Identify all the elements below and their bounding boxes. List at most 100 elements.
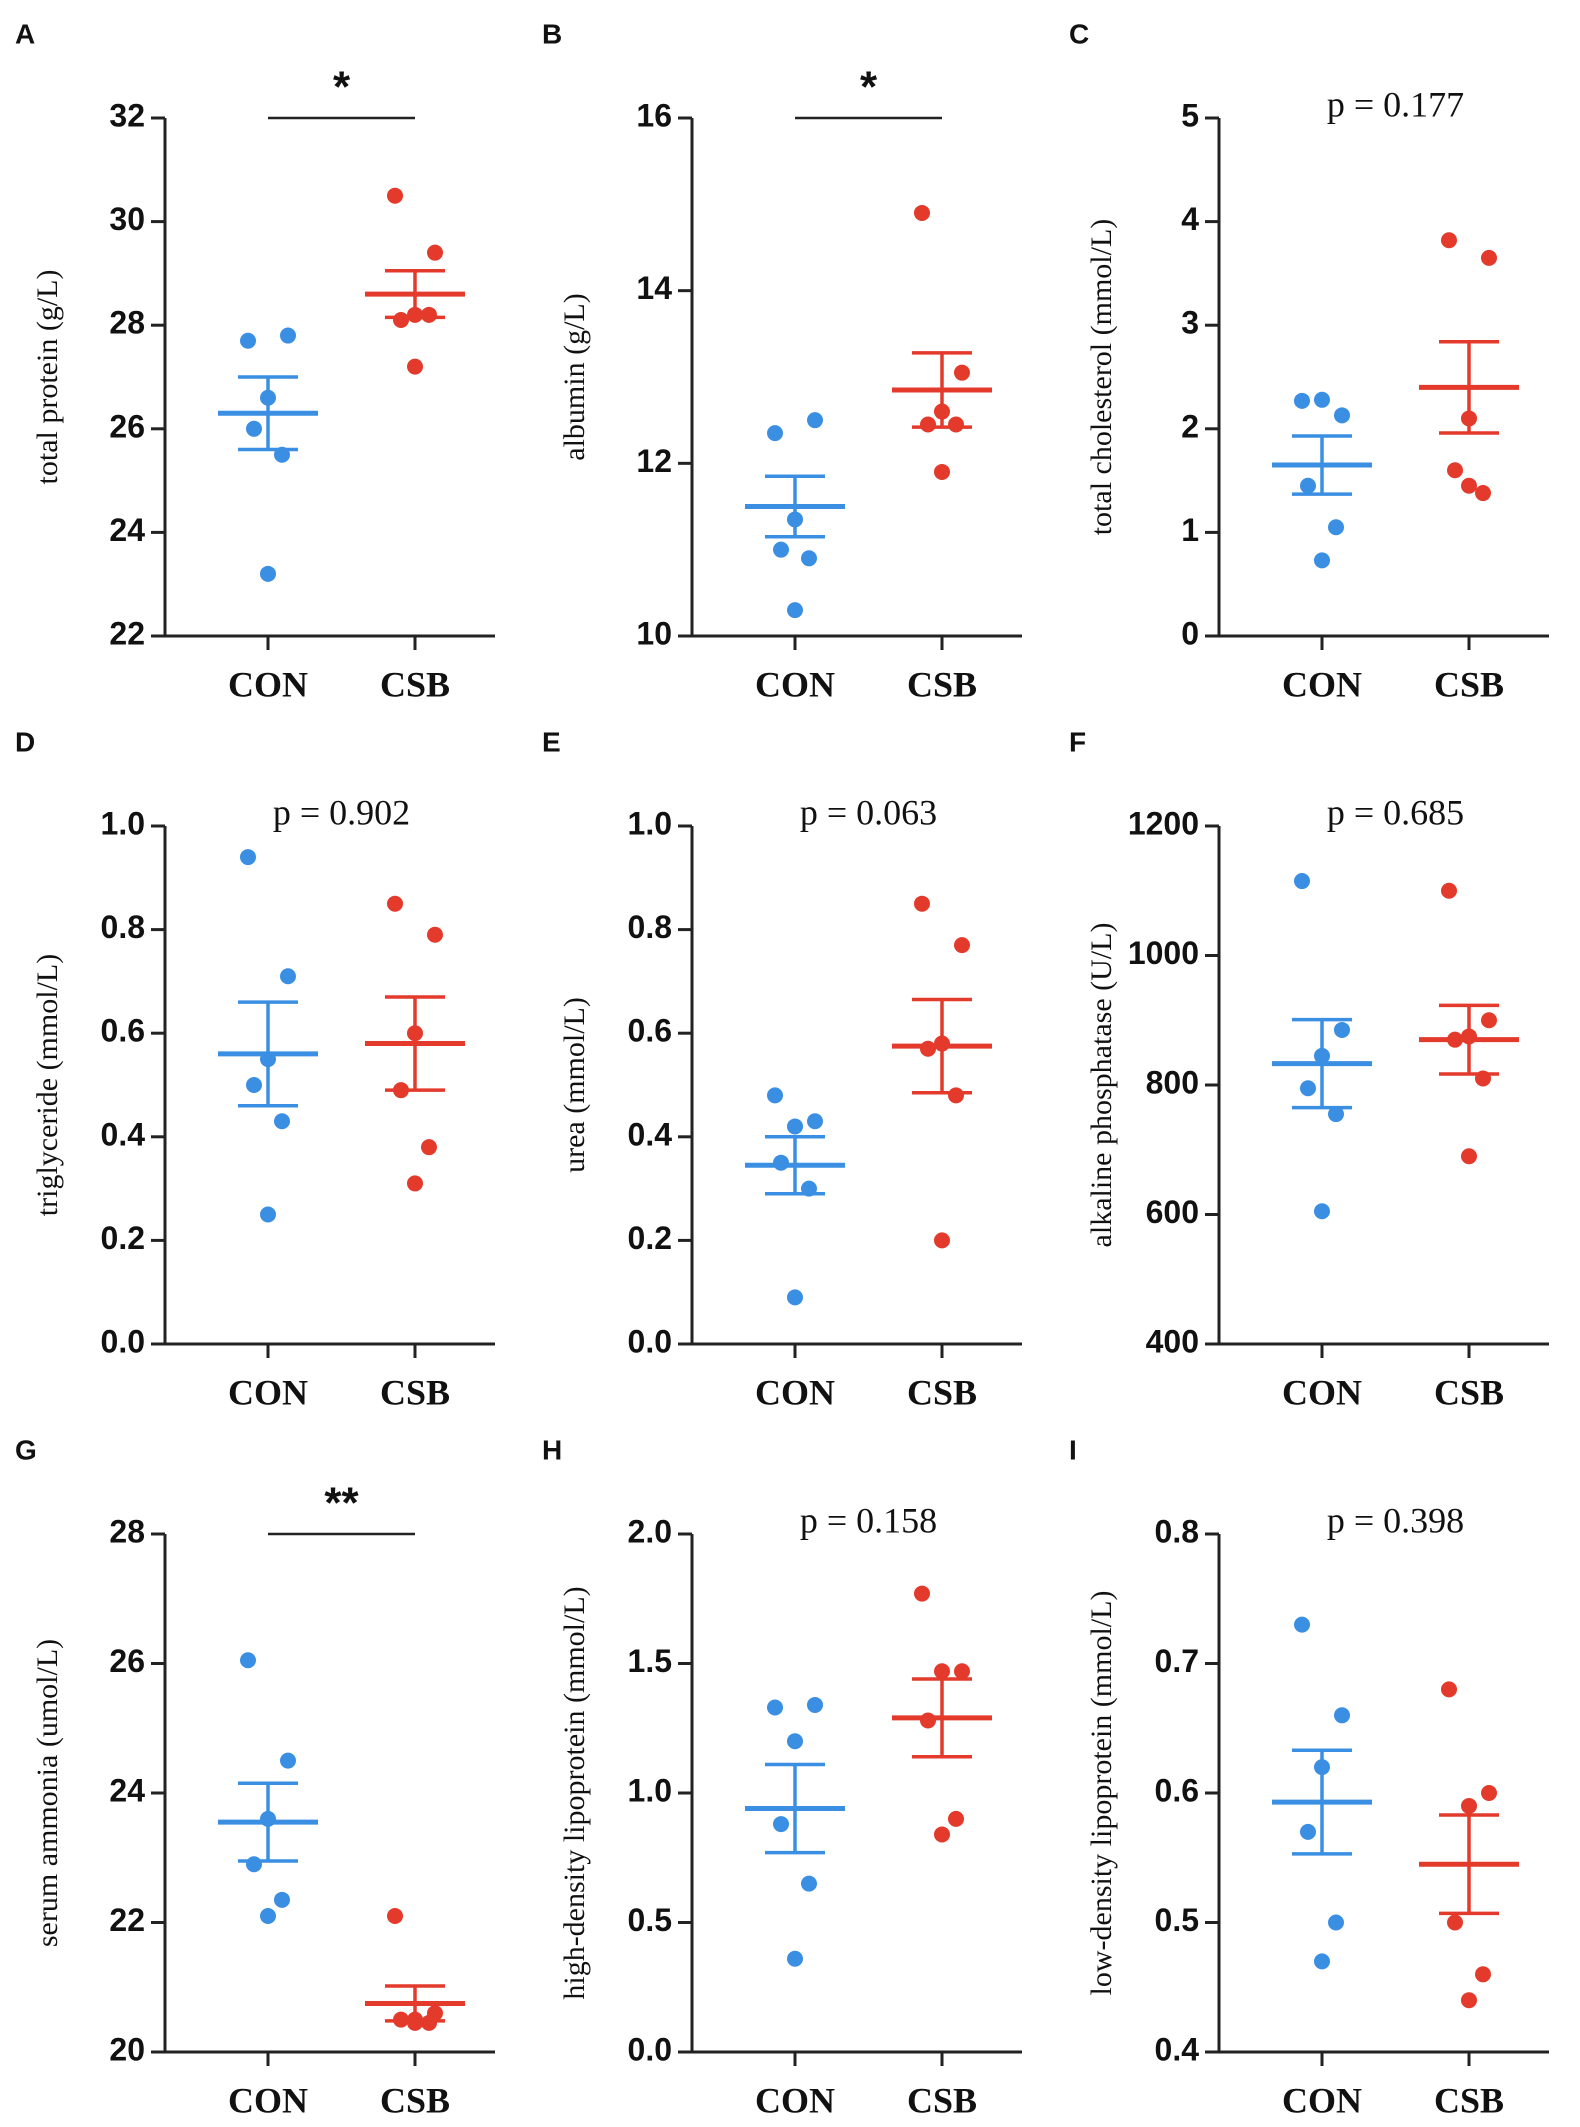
y-tick-label: 800 (1146, 1064, 1199, 1100)
data-point (807, 412, 823, 429)
x-tick-label: CSB (907, 1372, 977, 1412)
p-value: p = 0.063 (800, 792, 937, 832)
data-point (1334, 1021, 1350, 1038)
data-point (1475, 485, 1491, 502)
data-point (260, 1908, 276, 1925)
data-point (260, 1810, 276, 1827)
data-point (1294, 392, 1310, 409)
y-tick-label: 24 (109, 1772, 145, 1808)
data-point (387, 895, 403, 912)
y-tick-label: 0.5 (1155, 1902, 1199, 1938)
data-point (1447, 1914, 1463, 1931)
panel: E 0.0 0.2 0.4 0.6 0.8 1.0 CON CSB urea (mmol/L) p … (542, 726, 1022, 1412)
data-point (801, 1875, 817, 1892)
data-point (787, 602, 803, 619)
y-tick-label: 1200 (1128, 805, 1199, 841)
data-point (934, 463, 950, 480)
data-point (920, 416, 936, 433)
data-point (407, 1175, 423, 1192)
significance: ** (324, 1479, 359, 1528)
y-tick-label: 1 (1181, 512, 1199, 548)
y-tick-label: 16 (636, 97, 672, 133)
data-point (914, 204, 930, 221)
y-tick-label: 2 (1181, 408, 1199, 444)
data-point (914, 895, 930, 912)
data-point (246, 1077, 262, 1093)
data-point (393, 312, 409, 329)
y-tick-label: 0.6 (1155, 1772, 1199, 1808)
y-tick-label: 26 (109, 408, 145, 444)
data-point (240, 849, 256, 866)
panel-label: B (542, 18, 562, 49)
data-point (240, 332, 256, 349)
y-tick-label: 28 (109, 305, 145, 341)
y-tick-label: 22 (109, 615, 145, 651)
data-point (274, 446, 290, 463)
data-point (920, 1712, 936, 1729)
data-point (767, 425, 783, 442)
data-point (1300, 1823, 1316, 1840)
data-point (393, 1082, 409, 1099)
y-tick-label: 0.8 (628, 909, 672, 945)
data-point (914, 1585, 930, 1602)
x-tick-label: CSB (907, 664, 977, 704)
y-tick-label: 22 (109, 1902, 145, 1938)
y-axis-label: alkaline phosphatase (U/L) (1085, 923, 1118, 1248)
data-point (954, 1663, 970, 1680)
data-point (1314, 391, 1330, 408)
y-tick-label: 1000 (1128, 935, 1199, 971)
y-tick-label: 0.0 (101, 1323, 145, 1359)
p-value: p = 0.685 (1327, 792, 1464, 832)
data-point (934, 1663, 950, 1680)
panel: G 20 22 24 26 28 CON CSB serum ammonia (umol/L) *… (15, 1434, 495, 2120)
data-point (801, 550, 817, 567)
data-point (1300, 477, 1316, 494)
y-tick-label: 20 (109, 2031, 145, 2067)
data-point (1314, 1759, 1330, 1776)
y-axis-label: serum ammonia (umol/L) (31, 1639, 64, 1947)
data-point (1314, 1953, 1330, 1970)
y-tick-label: 32 (109, 97, 145, 133)
data-point (260, 1206, 276, 1223)
data-point (1334, 407, 1350, 424)
y-tick-label: 26 (109, 1643, 145, 1679)
panel-label: F (1069, 726, 1086, 757)
y-tick-label: 1.0 (101, 805, 145, 841)
y-tick-label: 28 (109, 1513, 145, 1549)
y-tick-label: 0.4 (1155, 2031, 1200, 2067)
x-tick-label: CON (1282, 1372, 1362, 1412)
x-tick-label: CON (228, 1372, 308, 1412)
y-tick-label: 0.0 (628, 2031, 672, 2067)
data-point (1461, 410, 1477, 427)
y-axis-label: urea (mmol/L) (558, 997, 591, 1173)
data-point (934, 1035, 950, 1052)
x-tick-label: CON (228, 2080, 308, 2120)
data-point (773, 1816, 789, 1833)
p-value: p = 0.177 (1327, 84, 1464, 124)
x-tick-label: CSB (1434, 664, 1504, 704)
panel: B 10 12 14 16 CON CSB albumin (g/L) * (542, 18, 1022, 704)
data-point (1441, 1681, 1457, 1698)
data-point (1461, 477, 1477, 494)
p-value: p = 0.902 (273, 792, 410, 832)
x-tick-label: CON (755, 1372, 835, 1412)
y-tick-label: 0.4 (628, 1116, 673, 1152)
data-point (807, 1113, 823, 1130)
x-tick-label: CON (1282, 664, 1362, 704)
data-point (1481, 249, 1497, 266)
panel-label: H (542, 1434, 562, 1465)
y-tick-label: 0.5 (628, 1902, 672, 1938)
data-point (260, 565, 276, 582)
data-point (1461, 1148, 1477, 1165)
x-tick-label: CSB (907, 2080, 977, 2120)
y-tick-label: 0 (1181, 615, 1199, 651)
data-point (280, 968, 296, 985)
y-tick-label: 0.8 (101, 909, 145, 945)
panel-label: I (1069, 1434, 1077, 1465)
y-tick-label: 30 (109, 201, 145, 237)
y-tick-label: 0.2 (628, 1220, 672, 1256)
data-point (1314, 552, 1330, 569)
data-point (934, 1826, 950, 1843)
data-point (421, 1139, 437, 1156)
x-tick-label: CSB (380, 1372, 450, 1412)
